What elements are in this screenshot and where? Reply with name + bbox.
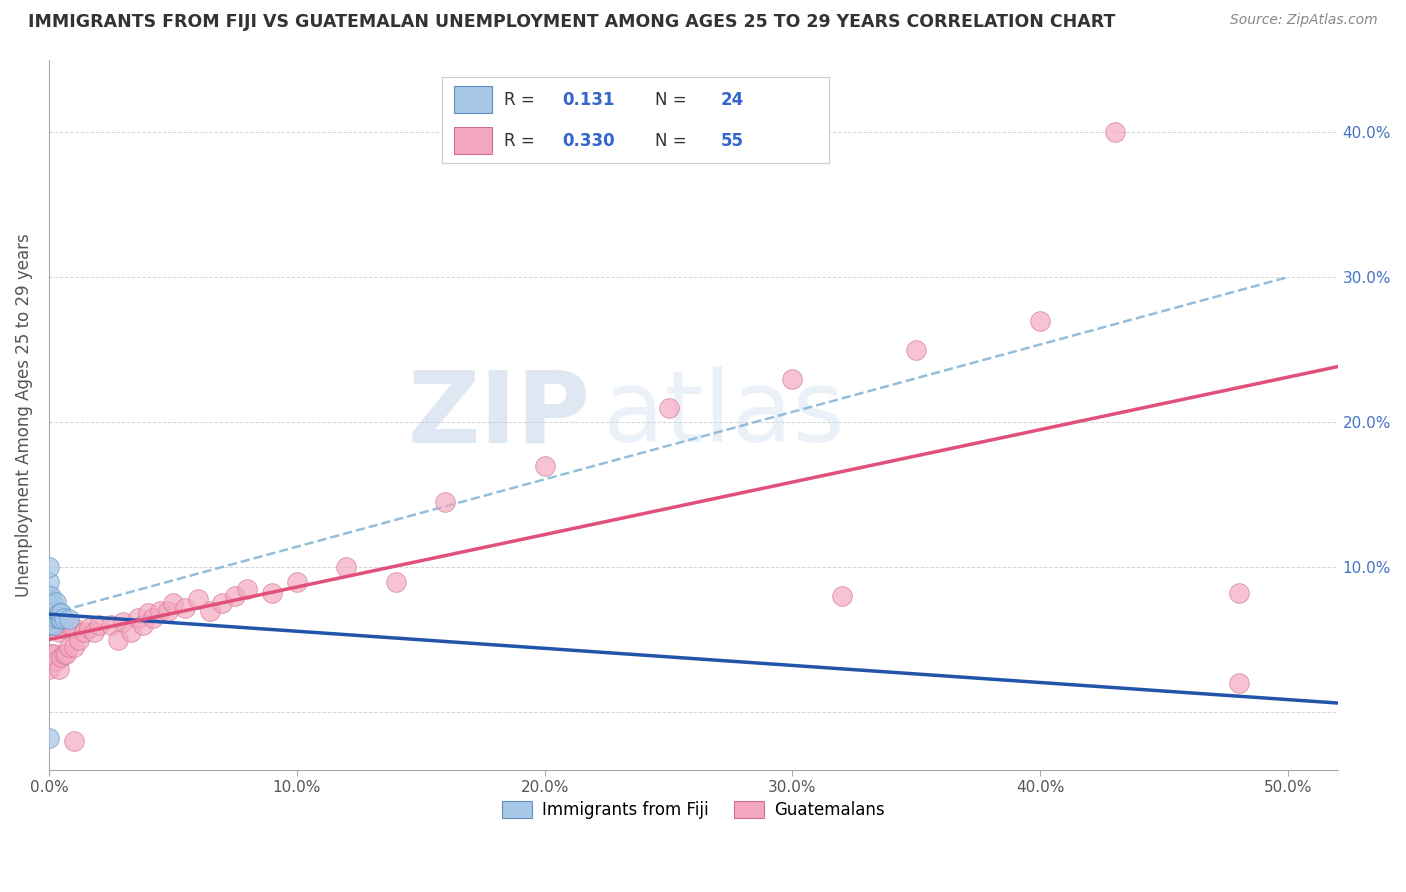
Point xyxy=(62,621,84,635)
Point xyxy=(52,647,75,661)
Point xyxy=(38,661,60,675)
Point xyxy=(905,343,928,357)
Point xyxy=(51,649,73,664)
Point xyxy=(48,625,70,640)
Point xyxy=(73,625,96,640)
Point xyxy=(51,607,73,621)
Point xyxy=(107,632,129,647)
Point xyxy=(38,574,60,589)
Point xyxy=(45,603,67,617)
Point xyxy=(67,632,90,647)
Point xyxy=(41,600,63,615)
Point xyxy=(38,589,60,603)
Point xyxy=(41,607,63,621)
Point xyxy=(55,647,77,661)
Point xyxy=(48,607,70,621)
Text: ZIP: ZIP xyxy=(408,367,591,463)
Point xyxy=(58,618,80,632)
Point xyxy=(42,647,65,661)
Point xyxy=(42,598,65,612)
Point xyxy=(62,734,84,748)
Point xyxy=(38,618,60,632)
Point xyxy=(831,589,853,603)
Point xyxy=(162,596,184,610)
Point xyxy=(127,611,149,625)
Text: IMMIGRANTS FROM FIJI VS GUATEMALAN UNEMPLOYMENT AMONG AGES 25 TO 29 YEARS CORREL: IMMIGRANTS FROM FIJI VS GUATEMALAN UNEMP… xyxy=(28,13,1115,31)
Point xyxy=(174,600,197,615)
Point xyxy=(136,607,159,621)
Point xyxy=(42,607,65,621)
Point xyxy=(51,621,73,635)
Point xyxy=(52,611,75,625)
Point xyxy=(149,603,172,617)
Point xyxy=(87,618,110,632)
Point xyxy=(142,611,165,625)
Point xyxy=(335,560,357,574)
Point xyxy=(58,640,80,654)
Text: Source: ZipAtlas.com: Source: ZipAtlas.com xyxy=(1230,13,1378,28)
Point xyxy=(41,647,63,661)
Point xyxy=(42,618,65,632)
Point xyxy=(41,611,63,625)
Point xyxy=(1029,313,1052,327)
Point xyxy=(132,618,155,632)
Point xyxy=(38,618,60,632)
Point xyxy=(120,625,142,640)
Point xyxy=(434,495,457,509)
Point xyxy=(211,596,233,610)
Text: atlas: atlas xyxy=(603,367,845,463)
Point xyxy=(58,612,80,626)
Point xyxy=(41,618,63,632)
Y-axis label: Unemployment Among Ages 25 to 29 years: Unemployment Among Ages 25 to 29 years xyxy=(15,233,32,597)
Point xyxy=(83,625,105,640)
Point xyxy=(45,654,67,668)
Point xyxy=(782,371,804,385)
Legend: Immigrants from Fiji, Guatemalans: Immigrants from Fiji, Guatemalans xyxy=(495,794,891,826)
Point xyxy=(260,586,283,600)
Point xyxy=(1104,125,1126,139)
Point xyxy=(187,591,209,606)
Point xyxy=(224,589,246,603)
Point xyxy=(48,611,70,625)
Point xyxy=(41,589,63,603)
Point xyxy=(236,582,259,596)
Point xyxy=(62,640,84,654)
Point xyxy=(38,611,60,625)
Point xyxy=(38,596,60,610)
Point xyxy=(45,595,67,609)
Point xyxy=(1227,586,1250,600)
Point xyxy=(156,603,179,617)
Point xyxy=(38,603,60,617)
Point xyxy=(45,611,67,625)
Point xyxy=(657,401,679,415)
Point xyxy=(77,621,100,635)
Point xyxy=(38,560,60,574)
Point xyxy=(385,574,408,589)
Point xyxy=(45,618,67,632)
Point xyxy=(38,731,60,745)
Point xyxy=(198,603,221,617)
Point xyxy=(42,618,65,632)
Point xyxy=(100,618,122,632)
Point xyxy=(51,612,73,626)
Point xyxy=(1227,676,1250,690)
Point xyxy=(48,661,70,675)
Point xyxy=(112,615,135,629)
Point xyxy=(285,574,308,589)
Point xyxy=(533,458,555,473)
